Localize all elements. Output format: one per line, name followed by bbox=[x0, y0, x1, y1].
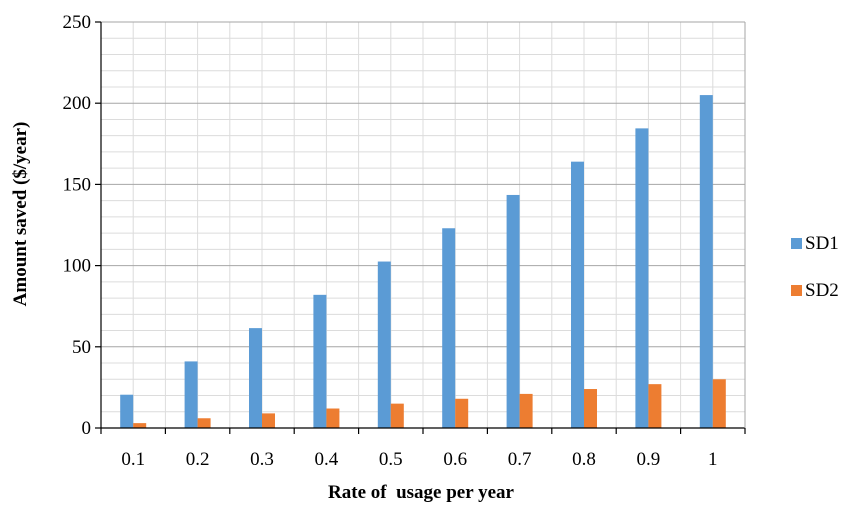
legend: SD1 SD2 bbox=[791, 233, 839, 301]
bars-group bbox=[120, 95, 726, 428]
x-tick-label: 0.1 bbox=[121, 449, 145, 470]
x-tick-label: 1 bbox=[708, 449, 718, 470]
bar-sd2-0.4 bbox=[326, 408, 340, 428]
bar-sd2-0.9 bbox=[648, 384, 662, 428]
x-tick-label: 0.9 bbox=[637, 449, 661, 470]
x-tick-label: 0.5 bbox=[379, 449, 403, 470]
legend-swatch-sd2 bbox=[791, 285, 802, 296]
bar-sd1-0.8 bbox=[571, 161, 584, 428]
bar-sd1-0.9 bbox=[635, 128, 649, 428]
legend-label-sd2: SD2 bbox=[805, 280, 839, 301]
y-tick-label: 50 bbox=[72, 337, 91, 358]
bar-sd1-0.1 bbox=[120, 394, 134, 428]
bar-sd2-0.7 bbox=[519, 393, 533, 428]
bar-sd1-0.2 bbox=[184, 361, 198, 428]
bar-sd1-0.5 bbox=[377, 261, 391, 428]
y-tick-label: 100 bbox=[63, 256, 92, 277]
x-tick-label: 0.2 bbox=[186, 449, 210, 470]
x-tick-labels: 0.1 0.2 0.3 0.4 0.5 0.6 0.7 0.8 0.9 1 bbox=[121, 449, 717, 470]
y-tick-label: 0 bbox=[82, 418, 92, 439]
x-tick-label: 0.3 bbox=[250, 449, 274, 470]
y-tick-label: 150 bbox=[63, 174, 92, 195]
bar-sd2-0.5 bbox=[390, 403, 404, 428]
bar-sd1-0.4 bbox=[313, 294, 327, 428]
bar-sd2-1 bbox=[712, 379, 726, 428]
y-tick-label: 250 bbox=[63, 12, 92, 33]
bar-sd2-0.2 bbox=[197, 418, 211, 428]
bar-sd1-0.6 bbox=[442, 228, 456, 428]
bar-sd1-1 bbox=[699, 95, 713, 428]
x-tick-label: 0.6 bbox=[443, 449, 467, 470]
y-tick-label: 200 bbox=[63, 93, 92, 114]
y-axis-title: Amount saved ($/year) bbox=[10, 122, 31, 307]
bar-sd1-0.3 bbox=[249, 328, 262, 428]
x-axis-title: Rate of usage per year bbox=[328, 482, 514, 503]
legend-swatch-sd1 bbox=[791, 238, 802, 249]
x-tick-label: 0.7 bbox=[508, 449, 532, 470]
y-tick-labels: 0 50 100 150 200 250 bbox=[63, 12, 92, 439]
bar-sd2-0.1 bbox=[133, 423, 147, 428]
bar-sd2-0.3 bbox=[262, 413, 275, 428]
bar-sd1-0.7 bbox=[506, 194, 520, 428]
bar-sd2-0.8 bbox=[584, 389, 597, 428]
bar-sd2-0.6 bbox=[455, 398, 469, 428]
legend-label-sd1: SD1 bbox=[805, 233, 839, 254]
axes-group bbox=[95, 21, 746, 434]
x-tick-label: 0.8 bbox=[572, 449, 596, 470]
x-tick-label: 0.4 bbox=[315, 449, 339, 470]
